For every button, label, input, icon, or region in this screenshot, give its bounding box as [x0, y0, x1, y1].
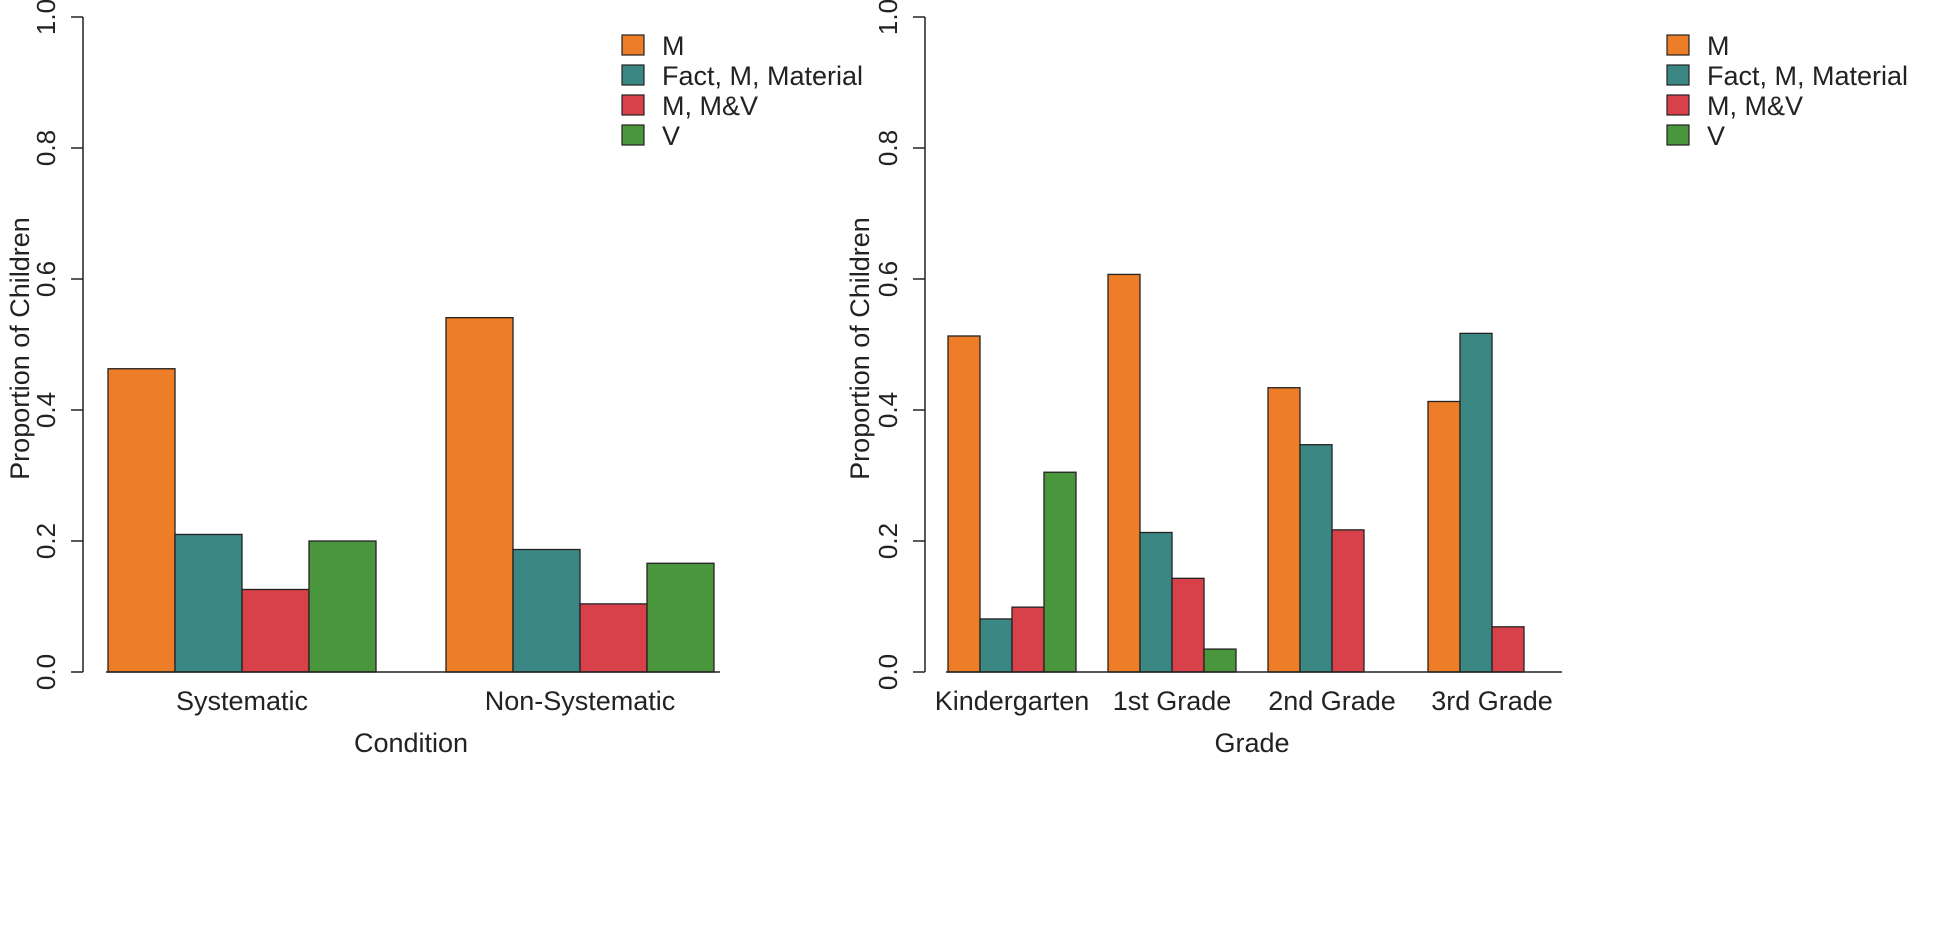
- legend-label: Fact, M, Material: [1707, 61, 1908, 91]
- bar-3-1: [1267, 387, 1301, 673]
- bar-2-3: [1171, 577, 1205, 673]
- category-label: Non-Systematic: [485, 686, 676, 716]
- category-label: Systematic: [176, 686, 308, 716]
- y-tick-label: 0.4: [873, 392, 903, 428]
- bar-4-2: [1459, 332, 1493, 673]
- bar-1-2: [979, 618, 1013, 673]
- category-label: 3rd Grade: [1431, 686, 1553, 716]
- y-tick-label: 0.8: [31, 130, 61, 166]
- y-tick-label: 0.2: [31, 523, 61, 559]
- bar-3-3: [1331, 529, 1365, 673]
- y-tick-label: 0.8: [873, 130, 903, 166]
- y-tick-label: 0.0: [31, 654, 61, 690]
- y-axis-label: Proportion of Children: [5, 217, 35, 480]
- y-tick-label: 0.6: [873, 261, 903, 297]
- legend-label: Fact, M, Material: [662, 61, 863, 91]
- bar-2-4: [646, 562, 715, 673]
- legend-swatch: [1666, 34, 1690, 56]
- bar-1-4: [308, 540, 377, 673]
- chart-panel-1: 0.0 0.2 0.4 0.6 0.8 1.0 Proportion of Children…: [5, 0, 863, 758]
- legend-swatch: [621, 124, 645, 146]
- bar-2-1: [445, 316, 514, 673]
- y-tick-label: 0.2: [873, 523, 903, 559]
- bar-1-1: [947, 335, 981, 673]
- category-label: Kindergarten: [935, 686, 1090, 716]
- bar-2-2: [512, 548, 581, 673]
- y-tick-label: 0.6: [31, 261, 61, 297]
- y-tick-label: 0.0: [873, 654, 903, 690]
- x-axis-label: Grade: [1214, 728, 1289, 758]
- legend-swatch: [1666, 124, 1690, 146]
- category-label: 2nd Grade: [1268, 686, 1396, 716]
- legend-label: M, M&V: [1707, 91, 1803, 121]
- chart-panel-2: 0.0 0.2 0.4 0.6 0.8 1.0 Proportion of Children…: [845, 0, 1908, 758]
- legend-swatch: [621, 94, 645, 116]
- y-axis-label: Proportion of Children: [845, 217, 875, 480]
- legend-swatch: [621, 64, 645, 86]
- bar-1-3: [241, 588, 310, 673]
- bar-2-2: [1139, 531, 1173, 673]
- y-tick-label: 0.4: [31, 392, 61, 428]
- legend-label: M: [1707, 31, 1730, 61]
- bar-1-1: [107, 368, 176, 673]
- bar-1-4: [1043, 471, 1077, 673]
- legend-label: V: [1707, 121, 1725, 151]
- legend-swatch: [621, 34, 645, 56]
- legend-label: M: [662, 31, 685, 61]
- legend-swatch: [1666, 64, 1690, 86]
- x-axis-label: Condition: [354, 728, 468, 758]
- legend-swatch: [1666, 94, 1690, 116]
- bar-4-1: [1427, 400, 1461, 673]
- legend-label: V: [662, 121, 680, 151]
- bar-4-3: [1491, 626, 1525, 673]
- bar-3-2: [1299, 444, 1333, 673]
- bar-2-1: [1107, 273, 1141, 673]
- bar-2-4: [1203, 648, 1237, 673]
- bar-2-3: [579, 603, 648, 673]
- bar-1-3: [1011, 606, 1045, 673]
- y-tick-label: 1.0: [873, 0, 903, 35]
- category-label: 1st Grade: [1113, 686, 1232, 716]
- legend-label: M, M&V: [662, 91, 758, 121]
- bar-1-2: [174, 533, 243, 673]
- y-tick-label: 1.0: [31, 0, 61, 35]
